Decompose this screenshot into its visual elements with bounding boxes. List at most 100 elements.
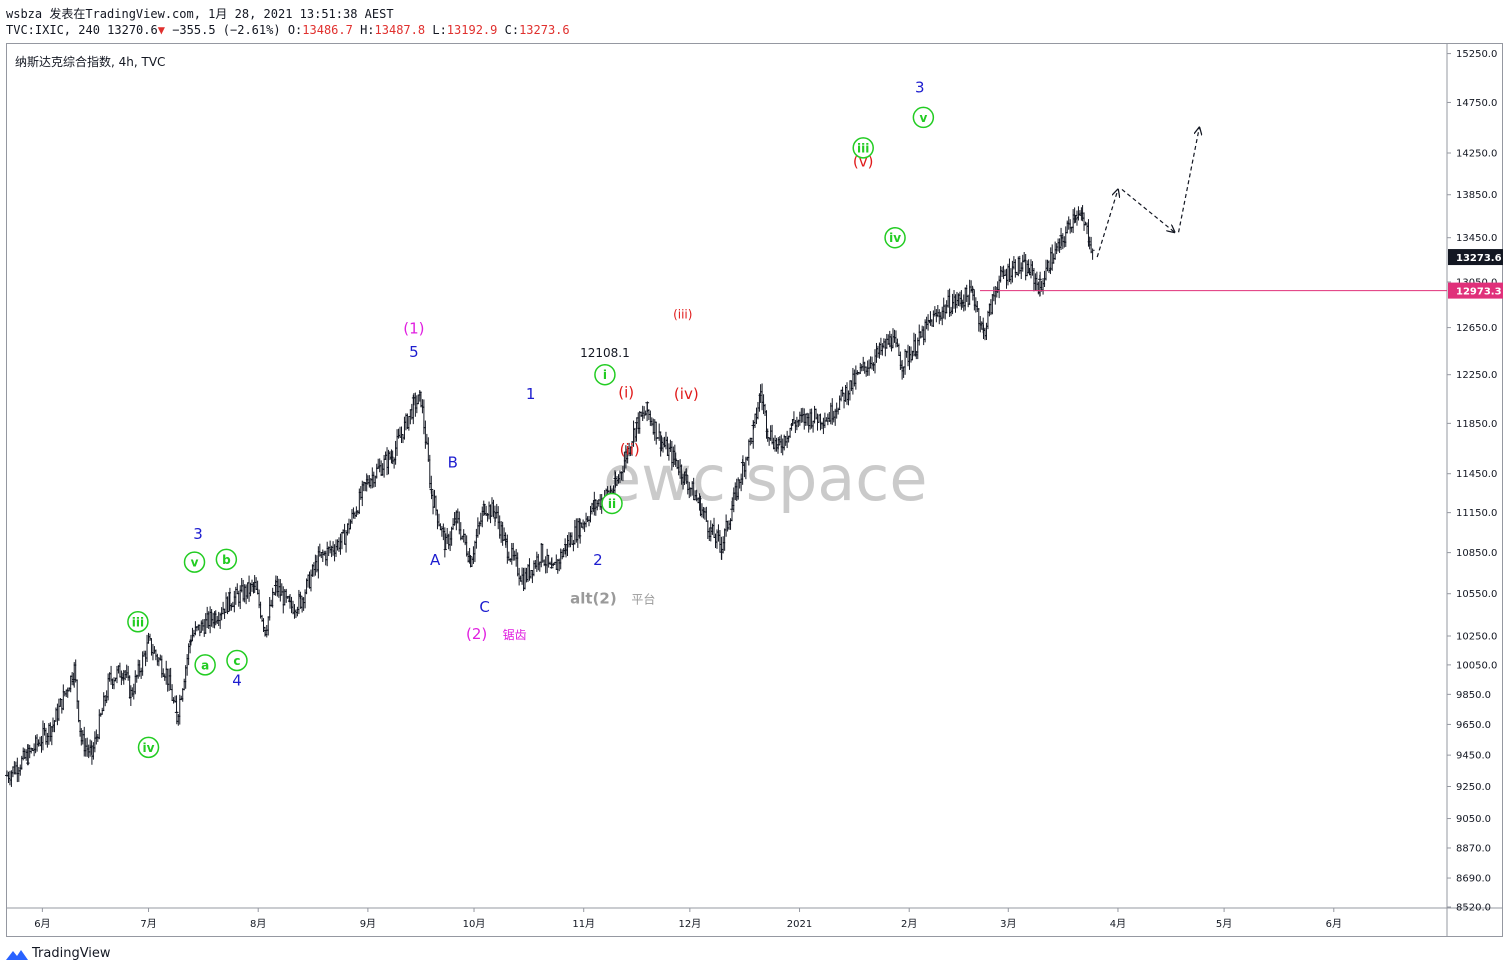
tradingview-logo[interactable]: TradingView <box>6 946 111 961</box>
y-tick-label: 12650.0 <box>1456 323 1497 334</box>
y-tick-label: 8870.0 <box>1456 843 1491 854</box>
y-tick-label: 9250.0 <box>1456 782 1491 793</box>
wave-label-note: 锯齿 <box>503 627 527 642</box>
circled-wave-label: b <box>222 553 231 567</box>
high-label: H: <box>360 23 375 37</box>
ohlc-bar <box>1090 248 1095 260</box>
price-change: −355.5 (−2.61%) <box>172 23 281 37</box>
down-arrow-icon: ▼ <box>157 23 165 37</box>
ohlc-bar <box>442 527 447 558</box>
tradingview-icon <box>6 949 28 960</box>
publish-line: wsbza 发表在TradingView.com, 1月 28, 2021 13… <box>6 5 394 22</box>
circled-wave-marker <box>194 654 216 676</box>
circled-wave-label: iv <box>143 741 155 755</box>
last-price: 13270.6 <box>107 23 158 37</box>
x-tick-label: 3月 <box>1000 918 1016 930</box>
low-label: L: <box>432 23 447 37</box>
circled-wave-label: iv <box>889 231 901 245</box>
projection-segment <box>1121 188 1175 232</box>
y-tick-label: 14250.0 <box>1456 149 1497 160</box>
wave-label: 4 <box>232 671 242 689</box>
circled-wave-label: v <box>191 556 199 570</box>
wave-label: 1 <box>526 385 536 403</box>
y-tick-label: 15250.0 <box>1456 49 1497 60</box>
y-tick-label: 13450.0 <box>1456 233 1497 244</box>
x-tick-label: 5月 <box>1216 918 1232 930</box>
circled-wave-marker <box>884 226 906 249</box>
y-tick-label: 9650.0 <box>1456 720 1491 731</box>
wave-label: (2) <box>466 625 487 643</box>
projection-segment <box>1177 128 1200 233</box>
wave-label: (iii) <box>673 307 692 321</box>
wave-label: 3 <box>193 525 203 543</box>
y-tick-label: 9850.0 <box>1456 690 1491 701</box>
x-tick-label: 11月 <box>572 918 595 930</box>
circled-wave-marker <box>594 363 616 386</box>
y-tick-label: 11450.0 <box>1456 469 1497 480</box>
circled-wave-marker <box>226 649 248 672</box>
ohlc-bar <box>578 518 583 544</box>
x-tick-label: 8月 <box>250 918 266 930</box>
x-tick-label: 6月 <box>1326 918 1342 930</box>
low-value: 13192.9 <box>446 23 498 37</box>
wave-label: 3 <box>915 79 925 97</box>
wave-label: 5 <box>409 343 419 361</box>
wave-label: (iv) <box>674 385 699 403</box>
x-tick-label: 2月 <box>901 918 917 930</box>
username[interactable]: wsbza <box>6 7 43 21</box>
x-tick-label: 2021 <box>787 919 812 930</box>
x-tick-label: 6月 <box>34 918 50 930</box>
chart-frame[interactable] <box>6 43 1503 937</box>
y-tick-label: 9450.0 <box>1456 751 1491 762</box>
circled-wave-marker <box>215 548 238 571</box>
wave-label: alt(2) <box>570 589 617 607</box>
y-tick-label: 11850.0 <box>1456 419 1497 430</box>
open-label: O: <box>287 23 303 37</box>
circled-wave-marker <box>852 137 874 159</box>
close-label: C: <box>504 23 520 37</box>
brand-name: TradingView <box>32 946 111 961</box>
x-tick-label: 7月 <box>140 918 156 930</box>
y-tick-label: 14750.0 <box>1456 98 1497 109</box>
wave-label: B <box>448 453 458 471</box>
x-tick-label: 10月 <box>463 918 486 930</box>
circled-wave-label: i <box>603 368 607 382</box>
wave-label: (i) <box>618 384 634 402</box>
y-tick-label: 13850.0 <box>1456 190 1497 201</box>
circled-wave-label: ii <box>608 497 616 511</box>
x-tick-label: 12月 <box>678 918 701 930</box>
wave-label: (1) <box>403 319 424 337</box>
circled-wave-label: v <box>919 111 927 125</box>
circled-wave-label: c <box>233 654 240 668</box>
y-tick-label: 11150.0 <box>1456 508 1497 519</box>
circled-wave-marker <box>127 611 149 633</box>
symbol-interval: TVC:IXIC, 240 <box>6 23 100 37</box>
circled-wave-marker <box>137 736 160 759</box>
y-tick-label: 10250.0 <box>1456 632 1497 643</box>
last-price-label: 13273.6 <box>1456 253 1502 264</box>
circled-wave-marker <box>912 106 935 129</box>
circled-wave-label: iii <box>132 615 144 629</box>
y-tick-label: 8520.0 <box>1456 903 1491 914</box>
wave-label-note: 平台 <box>631 591 655 606</box>
watermark: ewc.space <box>603 442 928 515</box>
y-tick-label: 8690.0 <box>1456 874 1491 885</box>
wave-label: 2 <box>593 551 603 569</box>
last-price-badge <box>1448 249 1503 266</box>
x-tick-label: 4月 <box>1110 918 1126 930</box>
horizontal-line-price-badge <box>1448 282 1503 299</box>
close-value: 13273.6 <box>519 23 570 37</box>
open-value: 13486.7 <box>302 23 353 37</box>
symbol-title: 纳斯达克综合指数, 4h, TVC <box>15 55 166 69</box>
y-tick-label: 10850.0 <box>1456 548 1497 559</box>
wave-label: (ii) <box>620 441 640 459</box>
y-tick-label: 12250.0 <box>1456 370 1497 381</box>
circled-wave-label: iii <box>857 141 869 155</box>
wave-label: A <box>430 551 441 569</box>
publish-info: 发表在TradingView.com, 1月 28, 2021 13:51:38… <box>49 7 394 21</box>
projection-segment <box>1096 189 1118 258</box>
circled-wave-label: a <box>201 658 209 672</box>
y-tick-label: 9050.0 <box>1456 814 1491 825</box>
circled-wave-marker <box>183 551 206 573</box>
